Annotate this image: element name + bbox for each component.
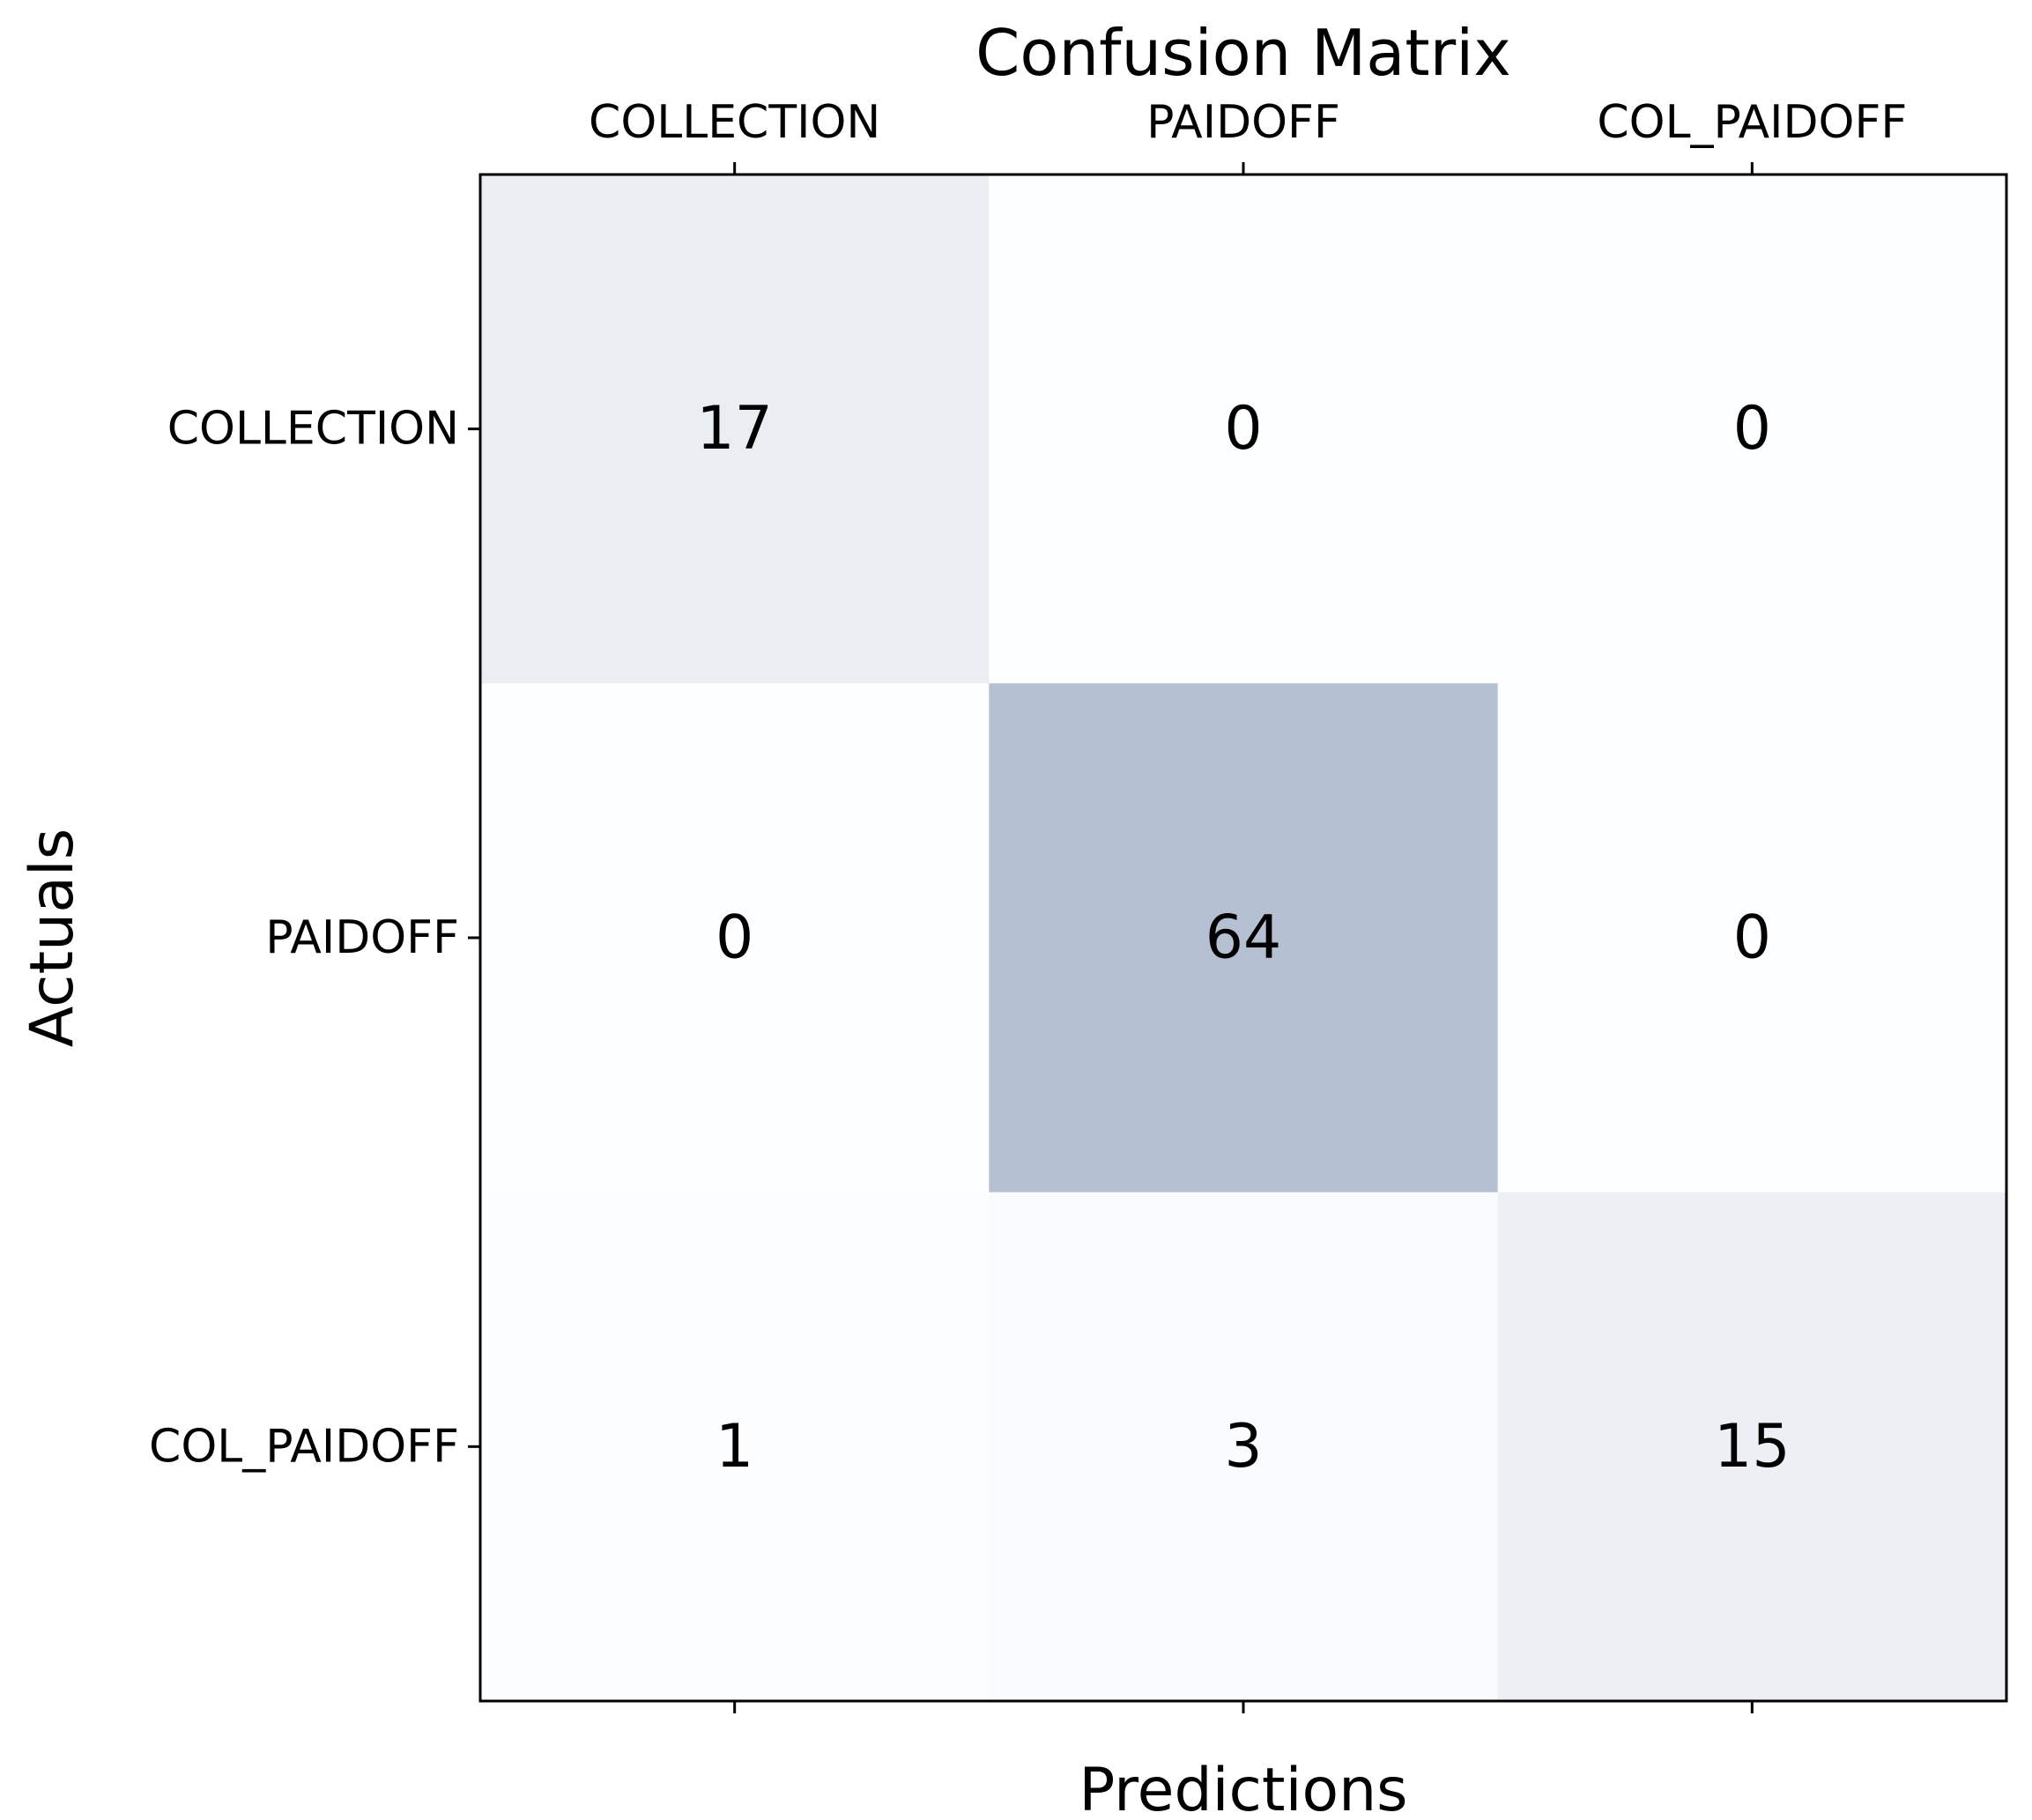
heatmap-cell [1497, 683, 2007, 1193]
heatmap-cell [480, 175, 990, 684]
heatmap-cells [480, 175, 2007, 1702]
x-tick-label: COLLECTION [589, 96, 880, 149]
y-tick-label: COLLECTION [167, 403, 459, 456]
cell-value: 17 [696, 394, 773, 464]
heatmap-cell [989, 1192, 1499, 1702]
heatmap-cell [480, 1192, 990, 1702]
y-tick-label: COL_PAIDOFF [149, 1420, 459, 1473]
cell-value: 0 [716, 903, 753, 973]
heatmap-cell [1497, 1192, 2007, 1702]
y-ticks: COLLECTION PAIDOFF COL_PAIDOFF [149, 403, 480, 1473]
x-tick-label: COL_PAIDOFF [1597, 96, 1907, 149]
cell-value: 1 [716, 1412, 753, 1482]
cell-value-labels: 17 0 0 0 64 0 1 3 15 [696, 394, 1790, 1482]
cell-value: 0 [1733, 394, 1771, 464]
y-axis-label: Actuals [18, 828, 87, 1047]
heatmap-cell [989, 683, 1499, 1193]
heatmap-cell [480, 683, 990, 1193]
heatmap-cell [989, 175, 1499, 684]
cell-value: 0 [1224, 394, 1262, 464]
chart-title: Confusion Matrix [975, 16, 1511, 90]
cell-value: 3 [1224, 1412, 1262, 1482]
cell-value: 0 [1733, 903, 1771, 973]
heatmap-cell [1497, 175, 2007, 684]
x-tick-label: PAIDOFF [1146, 96, 1340, 149]
x-axis-label: Predictions [1079, 1756, 1407, 1820]
cell-value: 15 [1714, 1412, 1791, 1482]
x-ticks: COLLECTION PAIDOFF COL_PAIDOFF [589, 96, 1907, 1713]
cell-value: 64 [1205, 903, 1282, 973]
y-tick-label: PAIDOFF [265, 911, 459, 964]
